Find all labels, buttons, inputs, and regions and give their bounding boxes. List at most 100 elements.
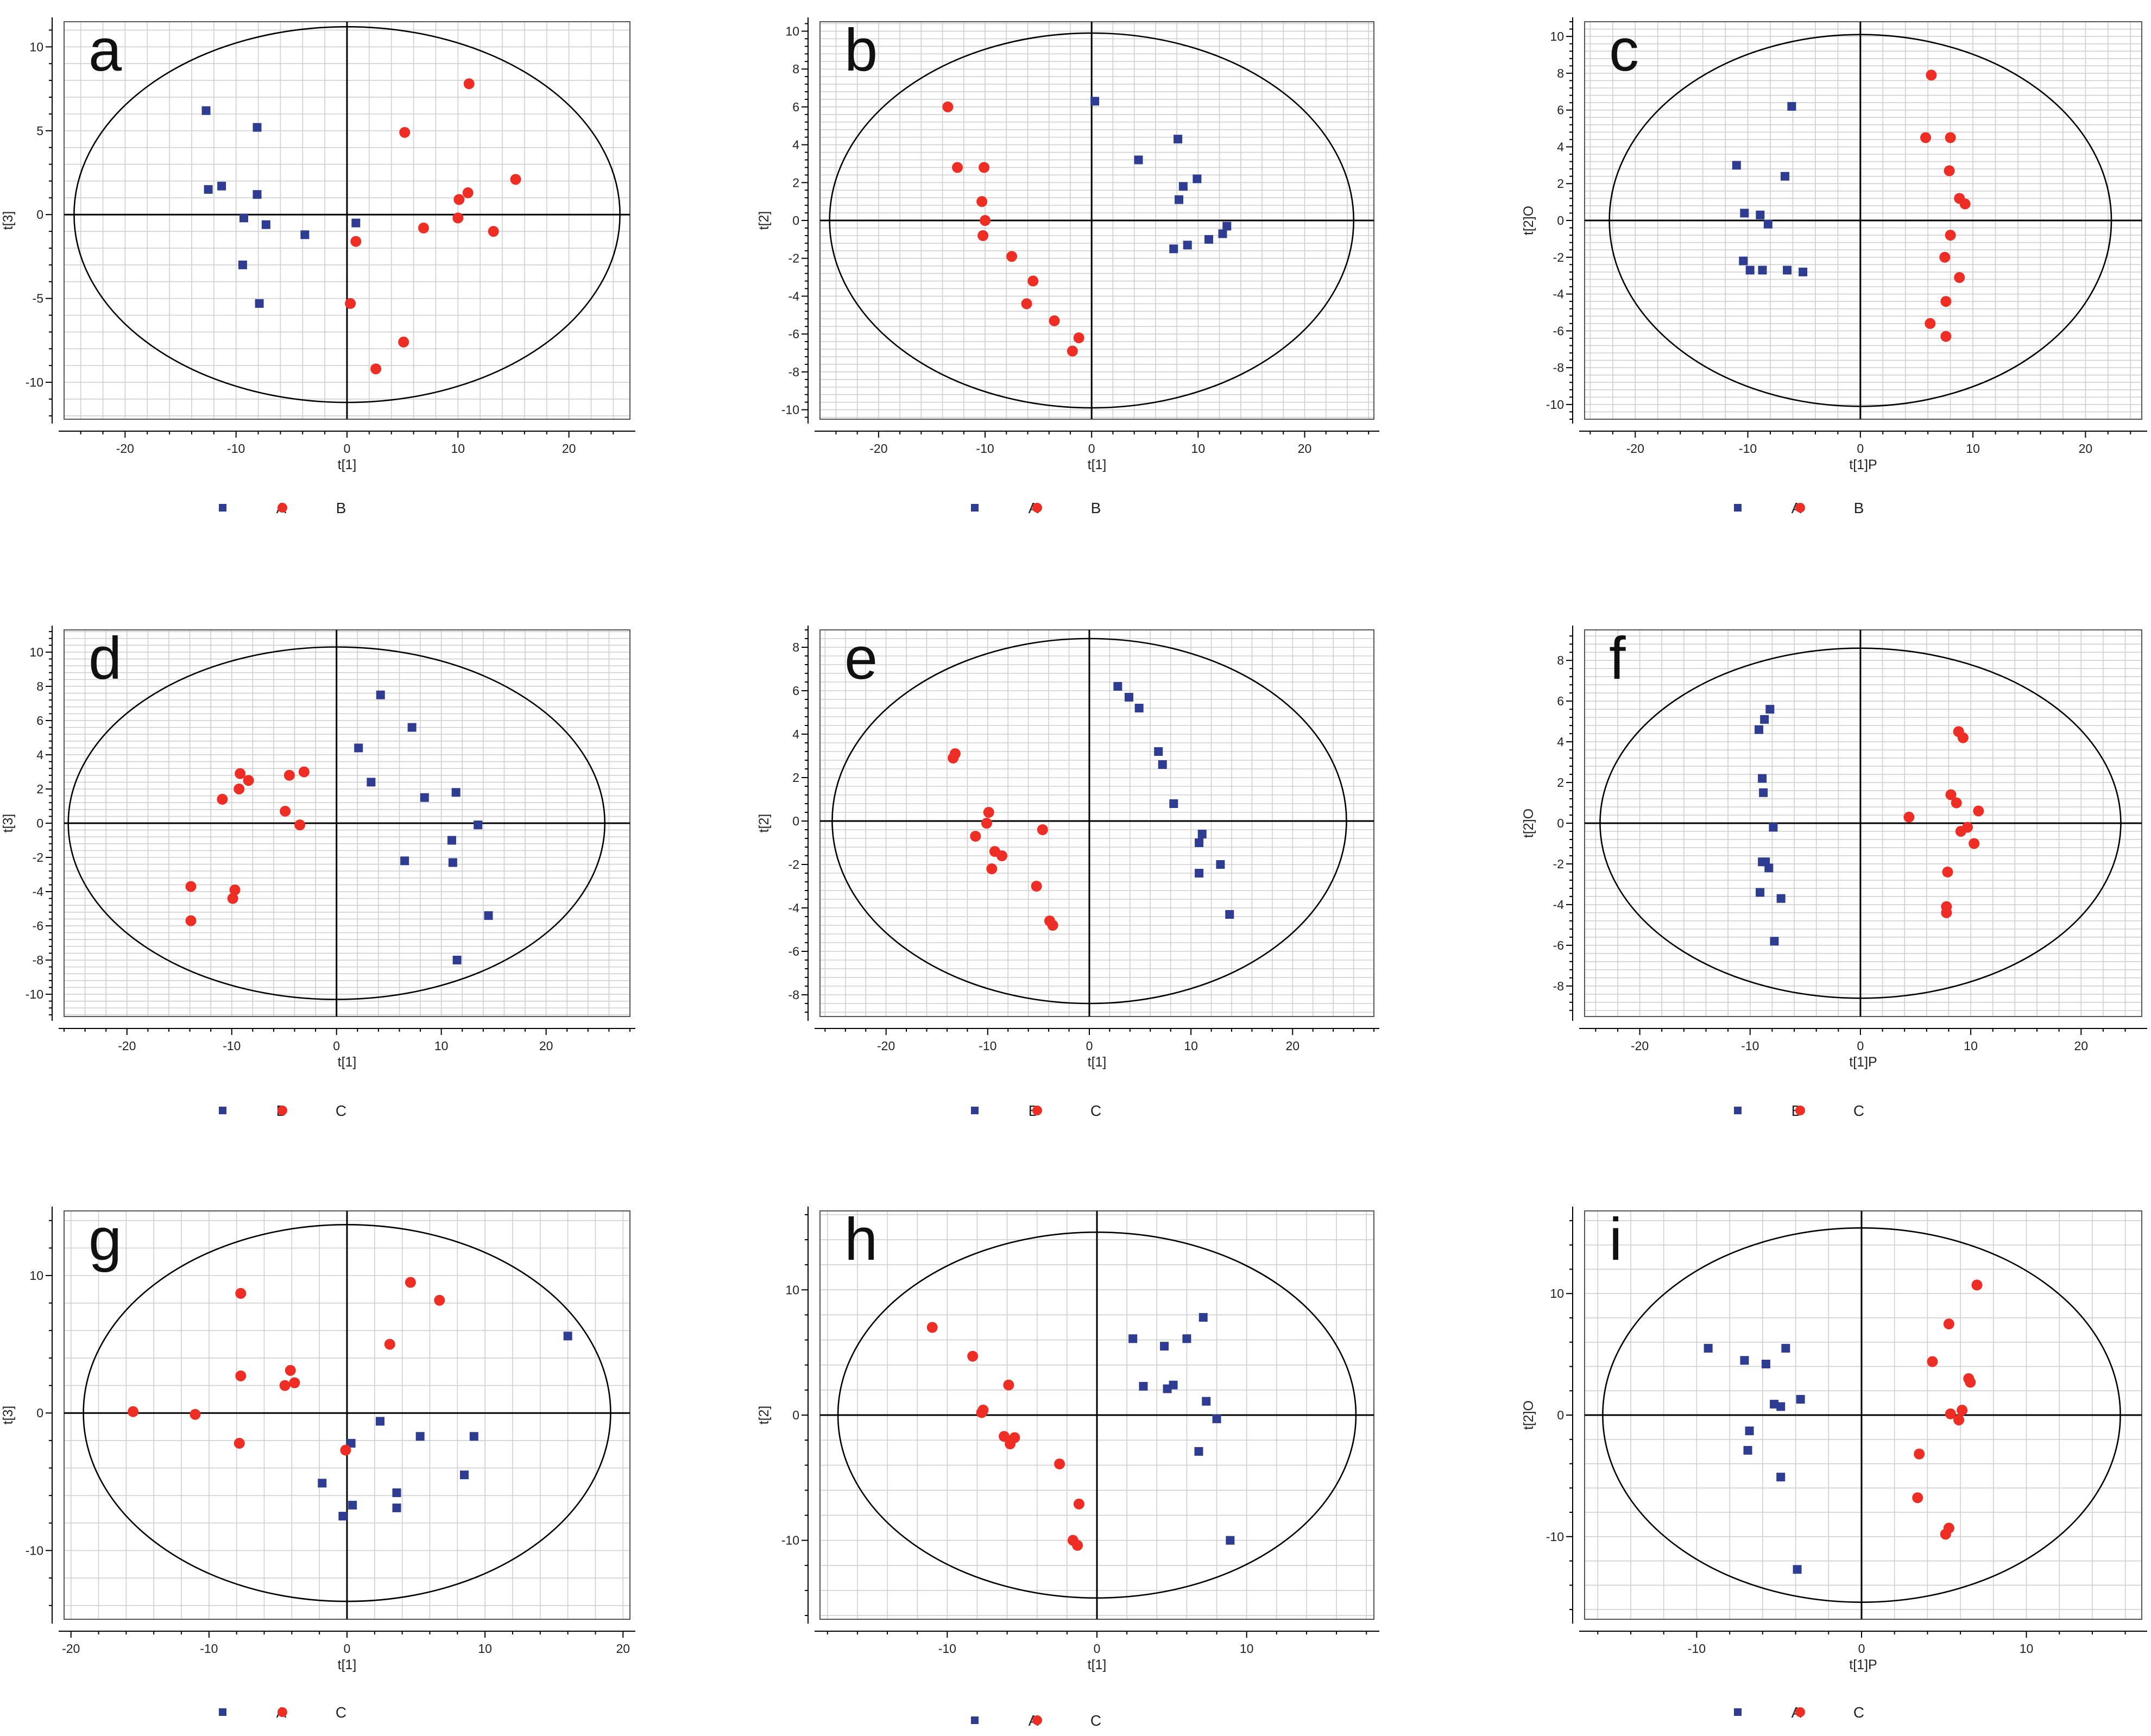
data-point-square	[1202, 1397, 1211, 1406]
confidence-ellipse	[83, 1224, 611, 1602]
data-point-circle	[340, 1444, 351, 1456]
y-tick-label: 2	[1557, 176, 1564, 191]
data-point-square	[253, 190, 262, 199]
panel-letter: a	[89, 17, 122, 84]
y-tick-label: 0	[792, 1408, 799, 1422]
data-point-square	[1756, 888, 1765, 897]
x-tick-label: -10	[1688, 1642, 1706, 1656]
data-point-circle	[398, 336, 409, 348]
data-point-circle	[976, 1407, 987, 1418]
y-tick-label: -4	[1553, 287, 1565, 301]
data-point-square	[375, 1417, 384, 1426]
data-point-square	[1216, 860, 1225, 869]
x-tick-label: 10	[1184, 1039, 1198, 1053]
legend: AB	[219, 500, 346, 516]
series-A	[318, 1331, 572, 1521]
data-point-square	[255, 299, 264, 308]
y-tick-label: 10	[29, 1268, 43, 1283]
data-point-square	[1154, 747, 1163, 756]
data-point-square	[1740, 209, 1749, 218]
data-point-circle	[1957, 1405, 1968, 1416]
series-C	[1903, 726, 1984, 918]
legend-marker-circle	[277, 1106, 287, 1115]
x-tick-label: -20	[1626, 441, 1644, 456]
y-tick-label: 10	[785, 24, 799, 38]
x-tick-label: -10	[200, 1642, 218, 1656]
data-point-square	[1776, 1402, 1786, 1411]
data-point-circle	[280, 805, 291, 817]
data-point-square	[484, 911, 493, 920]
y-tick-label: -8	[789, 365, 799, 379]
data-point-square	[1745, 1426, 1754, 1436]
y-axis-title: t[3]	[1, 211, 16, 230]
y-tick-label: 10	[785, 1283, 799, 1297]
legend-marker-circle	[1032, 1715, 1042, 1725]
series-B	[942, 101, 1084, 357]
x-tick-label: 10	[1191, 441, 1206, 456]
panel-letter: b	[844, 17, 878, 84]
y-tick-label: 8	[792, 640, 799, 654]
legend-label: C	[1090, 1102, 1101, 1119]
data-point-square	[1169, 799, 1178, 808]
y-axis-title: t[2]O	[1521, 809, 1536, 838]
data-point-square	[1769, 823, 1778, 832]
data-point-circle	[452, 212, 464, 224]
data-point-circle	[1969, 838, 1980, 849]
legend-label: B	[336, 500, 346, 516]
panel-letter: g	[89, 1206, 122, 1273]
y-axis-title: t[2]O	[1521, 206, 1536, 235]
data-point-circle	[1920, 132, 1932, 143]
data-point-square	[1732, 161, 1741, 170]
data-point-circle	[1073, 332, 1084, 344]
data-point-circle	[1031, 881, 1042, 892]
data-point-circle	[1903, 811, 1915, 823]
data-point-square	[1113, 682, 1122, 691]
data-point-circle	[1067, 345, 1078, 357]
data-point-square	[1175, 195, 1184, 204]
data-point-circle	[1939, 251, 1951, 263]
legend-marker-square	[1734, 1708, 1742, 1716]
y-tick-label: -2	[1553, 250, 1564, 264]
data-point-square	[1182, 1334, 1191, 1343]
data-point-circle	[983, 807, 994, 818]
data-point-square	[400, 856, 409, 866]
data-point-square	[563, 1331, 572, 1341]
data-point-square	[1770, 937, 1779, 946]
y-tick-label: -8	[33, 953, 43, 967]
y-tick-label: 8	[36, 679, 43, 693]
panel-letter: i	[1609, 1206, 1622, 1273]
y-tick-label: 0	[1557, 1408, 1564, 1422]
y-axis-title: t[2]	[756, 1406, 772, 1425]
y-tick-label: 10	[29, 645, 43, 659]
legend-marker-circle	[1032, 1106, 1042, 1115]
data-point-circle	[1047, 920, 1058, 931]
series-B	[1755, 705, 1786, 946]
data-point-circle	[967, 1350, 979, 1362]
y-tick-label: 0	[792, 213, 799, 228]
confidence-ellipse	[73, 26, 621, 403]
y-tick-label: -6	[789, 944, 799, 958]
legend-label: C	[336, 1704, 346, 1721]
confidence-ellipse	[1602, 1227, 2121, 1603]
x-tick-label: 0	[1088, 441, 1095, 456]
data-point-circle	[977, 230, 989, 241]
y-tick-label: 10	[1550, 29, 1564, 43]
data-point-circle	[1973, 805, 1984, 817]
x-tick-label: -10	[976, 441, 994, 456]
data-point-circle	[996, 850, 1008, 861]
data-point-square	[1793, 1565, 1802, 1574]
panel-letter: d	[89, 625, 122, 692]
y-tick-label: 4	[1557, 735, 1564, 749]
data-point-square	[239, 213, 248, 223]
x-tick-label: 10	[478, 1642, 492, 1656]
panel-letter: f	[1609, 625, 1626, 692]
series-B	[1113, 682, 1234, 919]
data-point-circle	[986, 863, 998, 874]
y-tick-label: -4	[33, 885, 44, 899]
data-point-square	[1704, 1343, 1713, 1353]
data-point-square	[1776, 1473, 1786, 1482]
data-point-square	[1780, 172, 1789, 181]
legend-label: C	[1853, 1704, 1864, 1721]
data-point-circle	[235, 1370, 247, 1381]
